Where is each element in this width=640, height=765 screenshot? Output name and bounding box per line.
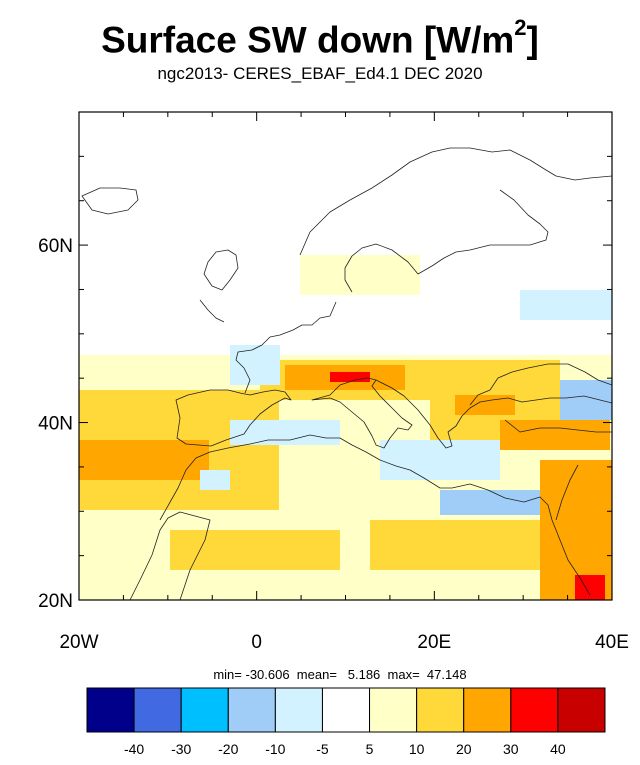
colorbar-label: 5 bbox=[366, 741, 374, 757]
colorbar-label: -20 bbox=[218, 741, 238, 757]
colorbar-box bbox=[274, 687, 323, 733]
field-statistics: min= -30.606 mean= 5.186 max= 47.148 bbox=[213, 667, 467, 682]
colorbar-box bbox=[416, 687, 465, 733]
lat-tick-label: 20N bbox=[38, 591, 73, 612]
map-title: Surface SW down [W/m2] bbox=[101, 15, 539, 61]
colorbar-box bbox=[557, 687, 606, 733]
field-cell bbox=[500, 420, 610, 450]
field-cell bbox=[370, 520, 560, 570]
lon-tick-label: 20E bbox=[417, 632, 451, 653]
coastlines bbox=[81, 147, 612, 600]
field-cell bbox=[330, 372, 370, 382]
anomaly-field bbox=[79, 255, 612, 600]
colorbar-label: 40 bbox=[550, 741, 566, 757]
axes: 20W 0 20E 40E 20N 40N 60N bbox=[38, 111, 629, 653]
field-cell bbox=[575, 575, 605, 600]
colorbar-label: 20 bbox=[456, 741, 472, 757]
colorbar-box bbox=[463, 687, 512, 733]
colorbar-box bbox=[86, 687, 135, 733]
colorbar-label: -30 bbox=[171, 741, 191, 757]
colorbar-label: -5 bbox=[316, 741, 329, 757]
colorbar-label: 10 bbox=[409, 741, 425, 757]
field-cell bbox=[455, 395, 515, 415]
lon-tick-label: 20W bbox=[59, 632, 98, 653]
field-cell bbox=[300, 255, 420, 295]
colorbar-label: -10 bbox=[265, 741, 285, 757]
field-cell bbox=[520, 290, 612, 320]
field-cell bbox=[440, 490, 540, 515]
colorbar: -40 -30 -20 -10 -5 5 10 20 30 40 bbox=[86, 687, 606, 757]
colorbar-box bbox=[321, 687, 371, 733]
field-cell bbox=[230, 420, 340, 445]
lon-tick-label: 0 bbox=[251, 632, 262, 653]
map-subtitle: ngc2013- CERES_EBAF_Ed4.1 DEC 2020 bbox=[157, 64, 483, 83]
colorbar-box bbox=[510, 687, 559, 733]
colorbar-box bbox=[369, 687, 418, 733]
colorbar-box bbox=[133, 687, 182, 733]
field-cell bbox=[560, 380, 612, 420]
lat-tick-label: 40N bbox=[38, 414, 73, 435]
field-cell bbox=[79, 440, 209, 480]
field-cell bbox=[170, 530, 340, 570]
field-cell bbox=[380, 440, 500, 480]
colorbar-box bbox=[180, 687, 229, 733]
lat-tick-label: 60N bbox=[38, 236, 73, 257]
colorbar-box bbox=[227, 687, 276, 733]
colorbar-label: 30 bbox=[503, 741, 519, 757]
field-cell bbox=[200, 470, 230, 490]
field-cell bbox=[230, 345, 280, 385]
lon-tick-label: 40E bbox=[595, 632, 629, 653]
colorbar-label: -40 bbox=[124, 741, 144, 757]
